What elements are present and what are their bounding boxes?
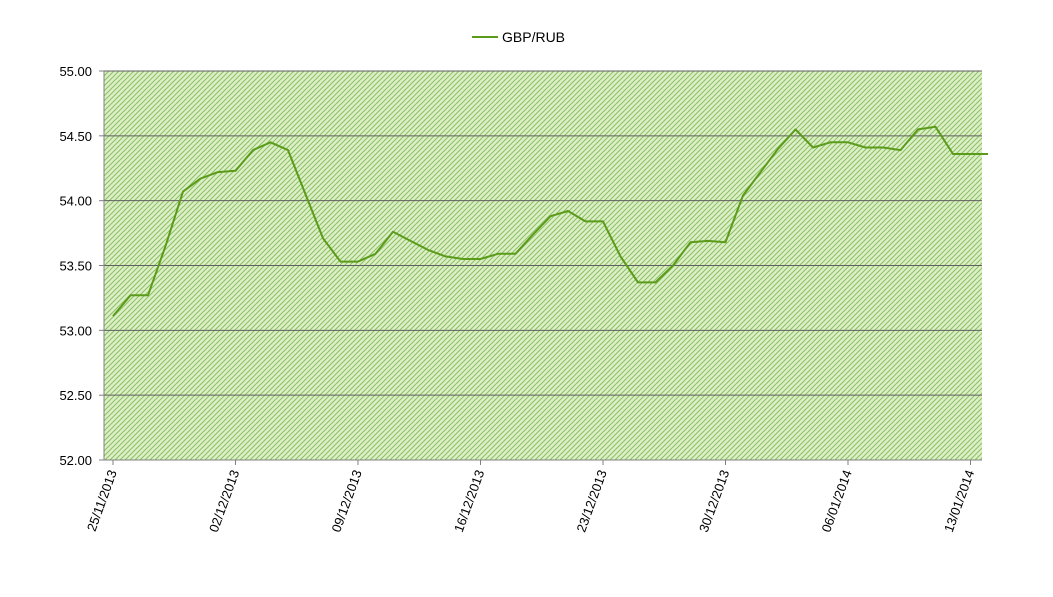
x-axis-tick-labels: 25/11/2013 02/12/2013 09/12/2013 16/12/2013… bbox=[84, 468, 978, 534]
y-tick-label: 53.00 bbox=[59, 323, 92, 338]
y-tick-label: 52.00 bbox=[59, 453, 92, 468]
y-tick-label: 54.00 bbox=[59, 194, 92, 209]
legend: GBP/RUB bbox=[472, 29, 565, 45]
y-tick-label: 53.50 bbox=[59, 259, 92, 274]
y-tick-label: 55.00 bbox=[59, 64, 92, 79]
series-layer bbox=[112, 125, 988, 317]
y-tick-label: 54.50 bbox=[59, 129, 92, 144]
x-tick-label: 06/01/2014 bbox=[818, 468, 854, 534]
y-axis-tick-labels: 52.00 52.50 53.00 53.50 54.00 54.50 55.00 bbox=[59, 64, 92, 468]
x-tick-label: 16/12/2013 bbox=[451, 468, 487, 534]
series-line-gbp-rub bbox=[112, 125, 988, 317]
y-tick-label: 52.50 bbox=[59, 388, 92, 403]
x-tick-label: 09/12/2013 bbox=[328, 468, 364, 534]
axes bbox=[103, 71, 982, 465]
x-tick-label: 02/12/2013 bbox=[206, 468, 242, 534]
legend-label: GBP/RUB bbox=[502, 29, 565, 45]
x-tick-label: 25/11/2013 bbox=[84, 468, 120, 533]
x-tick-label: 23/12/2013 bbox=[573, 468, 609, 534]
x-tick-label: 13/01/2014 bbox=[941, 468, 977, 534]
x-tick-label: 30/12/2013 bbox=[696, 468, 732, 534]
